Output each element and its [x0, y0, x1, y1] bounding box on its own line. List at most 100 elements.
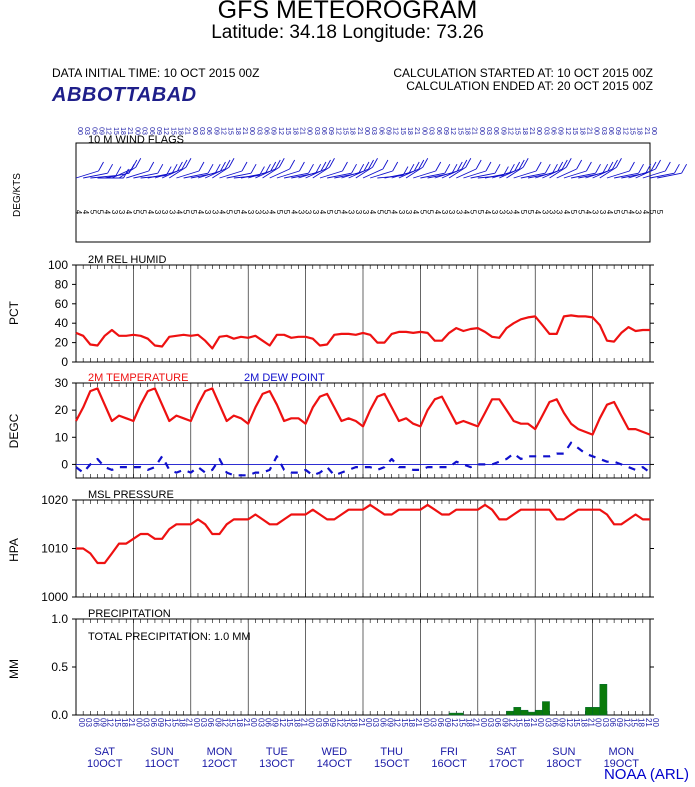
wind-barb: [370, 170, 393, 179]
wind-hour-label: 15: [514, 127, 521, 135]
wind-barb-flag: [320, 161, 327, 172]
hour-label: 15: [113, 718, 122, 727]
hour-label: 00: [134, 718, 143, 727]
wind-barb: [269, 168, 290, 179]
wind-barb: [456, 168, 477, 179]
wind-barb-flag: [148, 161, 155, 172]
wind-barb-flag: [444, 163, 451, 174]
hour-label: 18: [579, 718, 588, 727]
hour-label: 06: [608, 718, 617, 727]
wind-barb-flag: [289, 159, 296, 170]
wind-speed-label: 3: [296, 210, 305, 215]
hour-label: 15: [400, 718, 409, 727]
wind-barb: [585, 170, 609, 179]
hour-label: 09: [443, 718, 452, 727]
precip-panel-title: PRECIPITATION: [88, 608, 171, 620]
wind-hour-label: 03: [428, 127, 435, 135]
wind-barb: [657, 172, 682, 179]
date-label: 19OCT: [604, 758, 640, 770]
wind-barb: [118, 166, 137, 179]
precip-bar: [506, 710, 514, 716]
wind-hour-label: 03: [542, 127, 549, 135]
wind-speed-label: 5: [275, 210, 284, 215]
wind-barb-flag: [157, 163, 164, 174]
wind-hour-label: 00: [191, 127, 198, 135]
wind-barb-flag: [278, 158, 285, 168]
hour-label: 06: [264, 718, 273, 727]
hour-label: 06: [378, 718, 387, 727]
precip-bar: [456, 712, 464, 716]
wind-speed-label: 4: [239, 210, 248, 215]
wind-barb-flag: [265, 163, 271, 174]
wind-barb: [463, 170, 487, 179]
wind-hour-label: 03: [83, 127, 90, 135]
wind-speed-label: 5: [375, 210, 384, 215]
wind-speed-label: 5: [469, 210, 478, 215]
wind-barb: [298, 170, 322, 179]
wind-barb-flag: [131, 159, 138, 170]
wind-speed-label: 5: [569, 210, 578, 215]
wind-hour-label: 03: [600, 127, 607, 135]
wind-barb-flag: [382, 159, 389, 170]
wind-speed-label: 3: [304, 210, 313, 215]
wind-hour-label: 21: [643, 127, 650, 135]
wind-barb-flag: [650, 161, 657, 172]
wind-hour-label: 18: [463, 127, 470, 135]
wind-speed-label: 5: [232, 210, 241, 215]
wind-barb-flag: [342, 161, 348, 172]
wind-barb-flag: [655, 159, 661, 170]
wind-barb-flag: [616, 158, 622, 168]
calculation-ended: CALCULATION ENDED AT: 20 OCT 2015 00Z: [406, 79, 653, 93]
wind-speed-label: 4: [81, 210, 90, 215]
wind-barb-flag: [228, 158, 235, 168]
wind-speed-label: 4: [533, 210, 542, 215]
wind-hour-label: 18: [578, 127, 585, 135]
wind-barb: [355, 166, 373, 179]
y-tick-label: 1020: [41, 493, 68, 507]
hour-label: 03: [314, 718, 323, 727]
wind-barb-flag: [198, 161, 205, 172]
wind-barb-flag: [475, 159, 482, 170]
wind-speed-label: 3: [440, 210, 449, 215]
wind-hour-label: 21: [471, 127, 478, 135]
wind-hour-label: 18: [636, 127, 643, 135]
wind-speed-label: 3: [246, 210, 255, 215]
wind-hour-label: 15: [628, 127, 635, 135]
wind-hour-label: 12: [277, 127, 284, 135]
wind-hour-label: 12: [621, 127, 628, 135]
hour-label: 18: [407, 718, 416, 727]
wind-speed-label: 3: [497, 210, 506, 215]
wind-barb: [614, 172, 639, 179]
wind-barb-flag: [674, 163, 680, 174]
hour-label: 18: [235, 718, 244, 727]
wind-barb: [635, 168, 656, 179]
wind-hour-label: 21: [585, 127, 592, 135]
wind-speed-label: 4: [483, 210, 492, 215]
wind-barb: [628, 170, 652, 179]
wind-barb-flag: [602, 163, 609, 174]
wind-barb-flag: [372, 158, 378, 168]
y-axis-label: PCT: [7, 300, 21, 325]
wind-speed-label: 3: [203, 210, 212, 215]
wind-speed-label: 4: [626, 210, 635, 215]
wind-hour-label: 12: [220, 127, 227, 135]
wind-speed-label: 4: [368, 210, 377, 215]
wind-hour-label: 00: [420, 127, 427, 135]
wind-hour-label: 09: [442, 127, 449, 135]
wind-barb-flag: [664, 161, 671, 172]
wind-barb-flag: [181, 159, 188, 170]
hour-label: 21: [127, 718, 136, 727]
wind-barb-flag: [595, 163, 601, 174]
wind-hour-label: 21: [126, 127, 133, 135]
wind-barb-flag: [351, 163, 357, 174]
wind-speed-label: 5: [648, 210, 657, 215]
wind-barb-flag: [638, 163, 644, 174]
wind-hour-label: 12: [334, 127, 341, 135]
wind-speed-label: 3: [540, 210, 549, 215]
wind-hour-label: 09: [155, 127, 162, 135]
hour-label: 03: [429, 718, 438, 727]
hour-label: 03: [543, 718, 552, 727]
y-tick-label: 0.0: [51, 708, 68, 722]
wind-barb-flag: [368, 159, 374, 170]
hour-label: 18: [350, 718, 359, 727]
